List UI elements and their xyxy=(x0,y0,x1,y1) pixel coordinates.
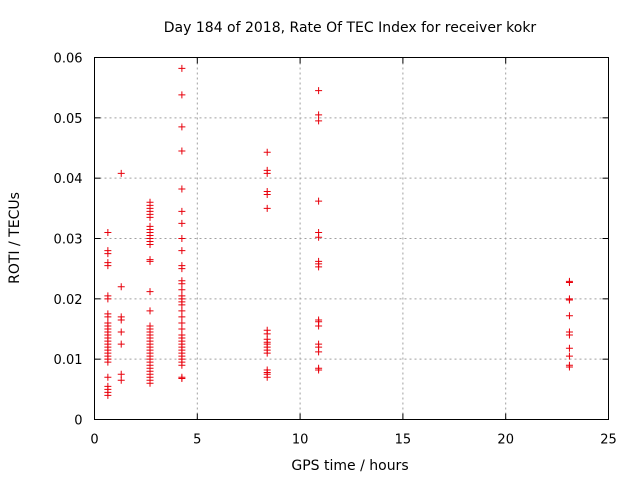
data-point xyxy=(565,363,573,371)
y-tick-label: 0.03 xyxy=(54,233,83,248)
data-point xyxy=(263,190,271,198)
data-point xyxy=(146,288,154,296)
data-point xyxy=(146,241,154,249)
y-tick-label: 0.01 xyxy=(54,353,83,368)
data-point xyxy=(178,64,186,72)
data-point xyxy=(117,340,125,348)
data-point xyxy=(178,147,186,155)
data-point xyxy=(315,366,323,374)
data-point xyxy=(315,87,323,95)
data-point xyxy=(263,373,271,381)
data-point xyxy=(565,352,573,360)
data-point xyxy=(117,376,125,384)
data-point xyxy=(178,123,186,131)
data-point xyxy=(146,257,154,265)
data-point xyxy=(178,313,186,321)
data-point xyxy=(178,374,186,382)
data-point xyxy=(104,391,112,399)
data-point xyxy=(178,319,186,327)
data-point xyxy=(565,296,573,304)
data-point xyxy=(104,358,112,366)
y-tick-label: 0.02 xyxy=(54,293,83,308)
data-point xyxy=(146,307,154,315)
data-point xyxy=(117,328,125,336)
data-point xyxy=(263,169,271,177)
data-point xyxy=(178,307,186,315)
data-point xyxy=(315,263,323,271)
data-point xyxy=(117,283,125,291)
chart-title: Day 184 of 2018, Rate Of TEC Index for r… xyxy=(164,20,537,36)
data-point xyxy=(178,185,186,193)
y-tick-label: 0.04 xyxy=(54,172,83,187)
data-point xyxy=(315,117,323,125)
x-tick-label: 25 xyxy=(600,433,617,448)
axis-ticks xyxy=(94,57,609,420)
x-tick-label: 10 xyxy=(292,433,309,448)
data-point xyxy=(565,312,573,320)
data-point xyxy=(315,111,323,119)
data-point xyxy=(178,265,186,273)
y-axis-label: ROTI / TECUs xyxy=(7,192,23,284)
data-point xyxy=(117,169,125,177)
data-point xyxy=(178,361,186,369)
data-point xyxy=(263,204,271,212)
x-tick-label: 5 xyxy=(193,433,201,448)
data-point xyxy=(117,370,125,378)
data-point xyxy=(104,250,112,258)
data-points xyxy=(104,64,573,399)
data-point xyxy=(178,325,186,333)
data-point xyxy=(315,233,323,241)
data-point xyxy=(315,348,323,356)
data-point xyxy=(178,280,186,288)
y-tick-label: 0 xyxy=(74,414,82,429)
data-point xyxy=(178,207,186,215)
x-axis-label: GPS time / hours xyxy=(291,458,408,474)
data-point xyxy=(104,313,112,321)
data-point xyxy=(565,279,573,287)
y-tick-label: 0.05 xyxy=(54,112,83,127)
data-point xyxy=(104,228,112,236)
data-point xyxy=(565,331,573,339)
data-point xyxy=(178,235,186,242)
data-point xyxy=(146,379,154,387)
data-point xyxy=(117,316,125,324)
data-point xyxy=(146,213,154,221)
data-point xyxy=(178,247,186,255)
data-point xyxy=(178,301,186,309)
x-tick-label: 15 xyxy=(395,433,412,448)
y-tick-label: 0.06 xyxy=(54,52,83,67)
data-point xyxy=(315,197,323,205)
data-point xyxy=(263,148,271,156)
data-point xyxy=(104,295,112,303)
data-point xyxy=(104,373,112,381)
data-point xyxy=(178,91,186,99)
data-point xyxy=(315,322,323,330)
data-point xyxy=(565,344,573,352)
data-point xyxy=(263,349,271,357)
data-point xyxy=(178,286,186,294)
x-tick-label: 20 xyxy=(497,433,514,448)
data-point xyxy=(104,262,112,270)
x-tick-label: 0 xyxy=(90,433,98,448)
x-tick-labels: 0 5 10 15 20 25 xyxy=(90,433,616,448)
y-tick-labels: 0 0.01 0.02 0.03 0.04 0.05 0.06 xyxy=(54,52,83,429)
data-point xyxy=(178,219,186,227)
